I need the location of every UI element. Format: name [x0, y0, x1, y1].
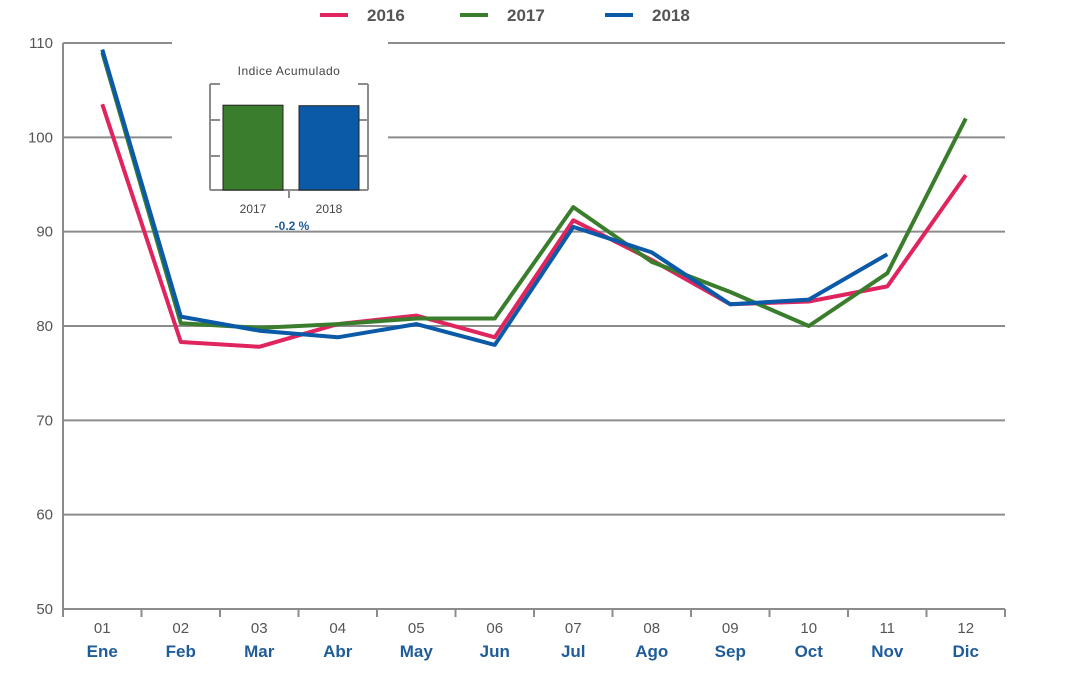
legend-label-2018: 2018 [652, 6, 690, 25]
x-month-label: Jun [480, 642, 510, 661]
x-month-label: Abr [323, 642, 353, 661]
legend-label-2016: 2016 [367, 6, 405, 25]
y-tick-label: 50 [36, 601, 53, 618]
inset-bar-2018 [298, 105, 360, 191]
x-month-label: May [400, 642, 434, 661]
x-tick-label: 11 [879, 620, 895, 637]
inset-bar-2017 [222, 104, 284, 191]
x-month-label: Ago [635, 642, 668, 661]
y-tick-label: 90 [36, 224, 53, 241]
x-tick-label: 02 [172, 620, 189, 637]
x-tick-label: 09 [722, 620, 739, 637]
x-tick-label: 10 [800, 620, 817, 637]
y-tick-label: 110 [29, 35, 53, 52]
inset-category-label: 2018 [316, 202, 343, 216]
x-tick-label: 07 [565, 620, 582, 637]
y-tick-label: 100 [28, 129, 53, 146]
legend-label-2017: 2017 [507, 6, 545, 25]
y-tick-label: 60 [36, 507, 53, 524]
x-tick-label: 01 [94, 620, 111, 637]
x-tick-label: 12 [957, 620, 974, 637]
inset-title: Indice Acumulado [238, 64, 341, 78]
x-month-label: Jul [561, 642, 586, 661]
series-line-2018 [100, 49, 889, 347]
y-tick-label: 80 [36, 318, 53, 335]
y-tick-label: 70 [36, 412, 53, 429]
x-tick-label: 05 [408, 620, 425, 637]
x-month-label: Ene [87, 642, 118, 661]
x-month-label: Mar [244, 642, 275, 661]
x-month-label: Nov [871, 642, 904, 661]
x-month-label: Feb [166, 642, 196, 661]
x-tick-label: 08 [643, 620, 660, 637]
x-tick-label: 06 [486, 620, 503, 637]
x-month-label: Sep [715, 642, 746, 661]
x-tick-label: 03 [251, 620, 268, 637]
series-line-2016 [100, 103, 968, 349]
inset-category-label: 2017 [240, 202, 267, 216]
x-tick-label: 04 [329, 620, 346, 637]
x-month-label: Oct [795, 642, 824, 661]
inset-annotation: -0.2 % [275, 219, 310, 233]
x-month-label: Dic [953, 642, 979, 661]
